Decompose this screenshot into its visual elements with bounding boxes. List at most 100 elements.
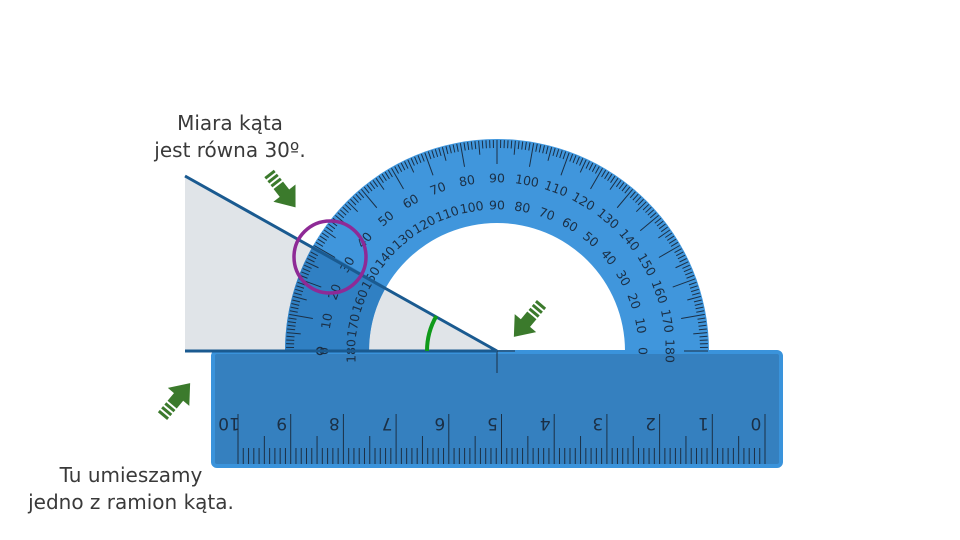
protractor-inner-label: 30 <box>613 267 634 288</box>
placement-caption: Tu umieszamy jedno z ramion kąta. <box>0 462 262 516</box>
protractor-tick <box>310 251 318 257</box>
protractor-tick <box>697 321 707 324</box>
protractor-tick <box>632 193 639 201</box>
protractor-tick <box>660 226 668 233</box>
protractor-tick <box>635 196 642 203</box>
protractor-tick <box>635 201 647 213</box>
protractor-tick <box>590 168 603 190</box>
arrow-stripe <box>534 300 547 311</box>
protractor-tick <box>378 175 384 183</box>
protractor-tick <box>535 143 538 152</box>
protractor-tick <box>693 299 702 303</box>
protractor-tick <box>555 149 560 158</box>
ruler-number: 3 <box>592 413 603 433</box>
arrow-down-left-icon <box>513 300 547 337</box>
arrow-stripe <box>270 177 282 188</box>
protractor-inner-label: 60 <box>559 214 580 235</box>
protractor-tick <box>467 141 470 151</box>
protractor-inner-label: 70 <box>537 204 557 224</box>
protractor-tick <box>528 143 535 167</box>
protractor-tick <box>668 238 677 244</box>
protractor-tick <box>649 212 657 219</box>
ruler: 0 1 2 3 4 5 6 7 8 9 10 <box>211 350 783 468</box>
protractor-tick <box>315 241 324 247</box>
protractor-tick <box>588 162 594 171</box>
protractor-tick <box>481 140 484 149</box>
protractor-tick <box>431 150 435 159</box>
protractor-tick <box>366 184 373 192</box>
protractor-tick <box>685 271 693 276</box>
protractor-tick <box>337 212 345 219</box>
protractor-tick <box>326 226 334 233</box>
protractor-tick <box>474 141 477 150</box>
protractor-tick <box>621 184 628 192</box>
protractor-tick <box>654 217 662 224</box>
protractor-tick <box>686 274 695 279</box>
protractor-tick <box>670 241 679 247</box>
ruler-number: 5 <box>487 413 498 433</box>
protractor-tick <box>308 254 317 260</box>
protractor-tick <box>463 142 466 151</box>
protractor-tick <box>360 189 378 209</box>
protractor-tick <box>296 285 305 289</box>
protractor-tick <box>517 141 520 150</box>
protractor-tick <box>287 328 296 331</box>
ruler-number: 9 <box>276 413 287 433</box>
protractor-outer-label: 90 <box>489 171 505 186</box>
protractor: 0102030405060708090100110120130140150160… <box>283 139 709 373</box>
protractor-tick <box>387 169 393 178</box>
protractor-tick <box>521 141 524 150</box>
protractor-tick <box>560 152 570 176</box>
arrow-down-right-icon <box>264 169 296 208</box>
protractor-outer-label: 80 <box>458 172 476 190</box>
protractor-tick <box>683 268 692 273</box>
protractor-tick <box>394 166 400 174</box>
protractor-tick <box>323 229 336 239</box>
ruler-number: 1 <box>698 413 709 433</box>
protractor-tick <box>591 164 597 172</box>
arrow-up-right-icon <box>157 383 191 420</box>
protractor-tick <box>676 251 684 257</box>
protractor-tick <box>391 168 404 190</box>
protractor-tick <box>427 151 432 160</box>
protractor-tick <box>645 206 652 213</box>
protractor-tick <box>289 313 313 320</box>
arrow-head <box>167 383 191 409</box>
protractor-ring <box>285 139 709 351</box>
ruler-number: 4 <box>540 413 551 433</box>
protractor-tick <box>449 145 452 154</box>
protractor-tick <box>381 173 387 182</box>
protractor-tick <box>642 204 650 211</box>
protractor-tick <box>441 147 447 161</box>
protractor-tick <box>579 158 584 166</box>
protractor-tick <box>305 261 319 269</box>
protractor-tick <box>328 223 336 230</box>
placement-caption-line1: Tu umieszamy <box>59 463 203 487</box>
protractor-tick <box>682 264 690 269</box>
protractor-tick <box>538 144 542 153</box>
measure-caption-line2: jest równa 30º. <box>154 138 306 162</box>
protractor-tick <box>656 220 664 227</box>
protractor-tick <box>352 196 359 203</box>
protractor-tick <box>699 335 708 338</box>
protractor-tick <box>689 285 698 289</box>
ruler-number: 8 <box>329 413 340 433</box>
protractor-tick <box>675 261 689 269</box>
protractor-tick <box>297 281 306 286</box>
protractor-tick <box>372 180 379 188</box>
protractor-tick <box>658 223 666 230</box>
protractor-tick <box>410 158 415 166</box>
protractor-inner-label: 10 <box>632 317 650 335</box>
protractor-tick <box>350 198 357 206</box>
protractor-inner-label: 90 <box>489 198 505 213</box>
protractor-tick <box>287 321 297 324</box>
protractor-tick <box>604 171 610 180</box>
protractor-tick <box>302 268 311 273</box>
protractor-inner-label: 80 <box>513 198 531 216</box>
protractor-tick <box>559 150 563 159</box>
protractor-tick <box>470 141 473 150</box>
protractor-tick <box>693 332 708 335</box>
protractor-tick <box>575 156 580 165</box>
protractor-tick <box>639 214 659 232</box>
protractor-tick <box>562 151 567 160</box>
